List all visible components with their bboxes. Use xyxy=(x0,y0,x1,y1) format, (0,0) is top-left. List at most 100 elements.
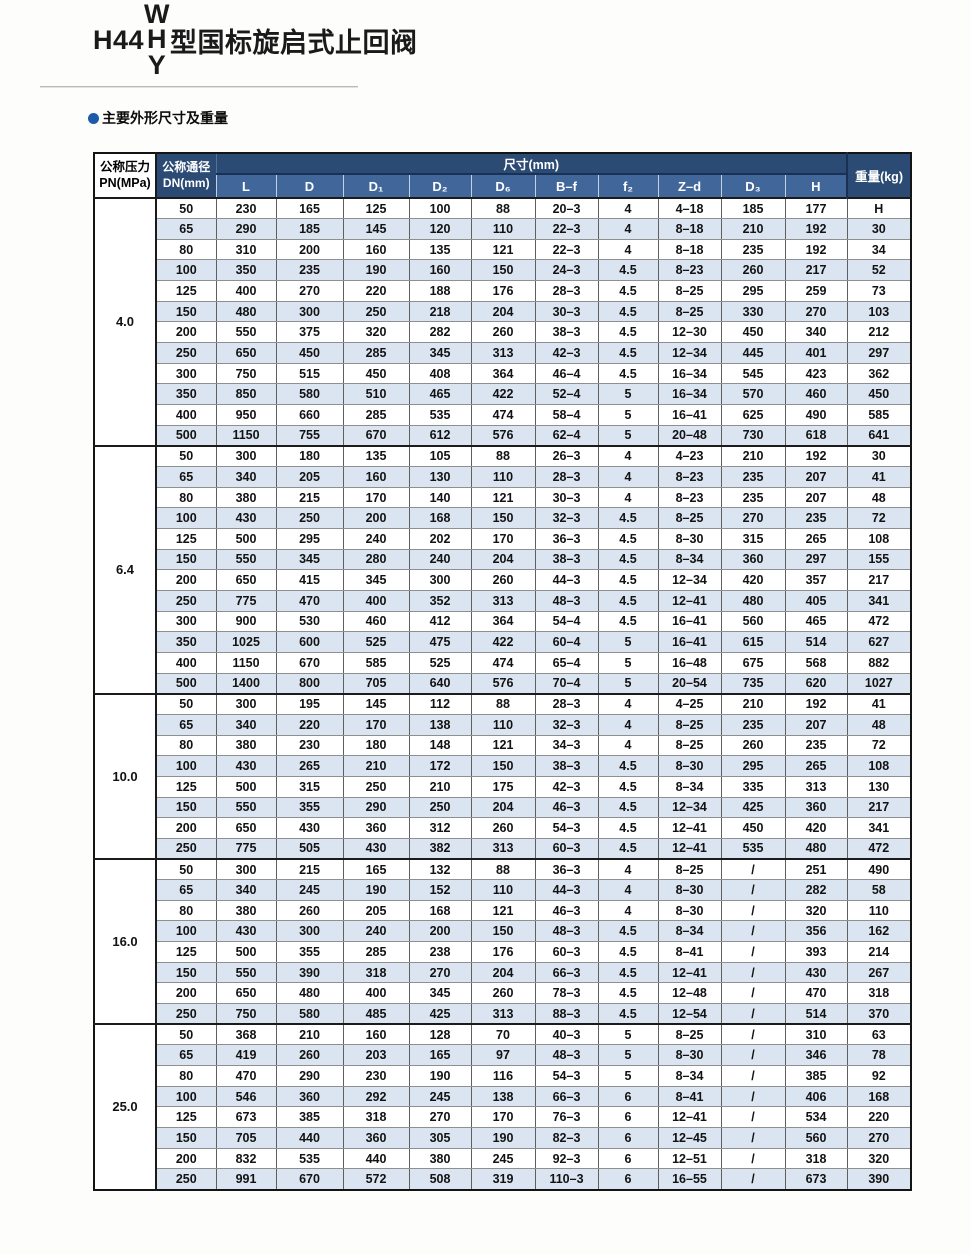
dim-cell: 350 xyxy=(215,259,277,282)
dim-cell: 4.5 xyxy=(597,796,659,819)
dim-cell: 4.5 xyxy=(597,528,659,550)
dim-cell: 800 xyxy=(275,672,344,695)
weight-cell: 217 xyxy=(846,569,912,591)
table-row: 500 1150 755 670 612 576 62–4 5 20–48 730 618 641 xyxy=(94,424,912,447)
dim-cell: 215 xyxy=(275,486,344,509)
dim-cell: 425 xyxy=(408,1003,472,1025)
title-prefix: H44 xyxy=(93,24,145,55)
table-row: 80 380 260 205 168 121 46–3 4 8–30/320 110 xyxy=(94,899,912,922)
dim-cell: 220 xyxy=(342,280,410,302)
title-divider xyxy=(40,86,358,88)
table-row: 200 832 535 440 380 245 92–3 6 12–51/318 320 xyxy=(94,1147,912,1170)
dim-cell: 88–3 xyxy=(534,1003,599,1025)
dim-cell: 230 xyxy=(342,1065,410,1087)
dim-cell: 450 xyxy=(720,817,786,839)
dim-cell: 165 xyxy=(342,858,410,881)
dim-cell: 8–25 xyxy=(657,734,722,757)
dim-cell: 204 xyxy=(470,548,536,571)
table-row: 65 340 205 160 130 110 28–3 4 8–23 235 207 41 xyxy=(94,466,912,488)
dim-cell: 340 xyxy=(215,879,277,901)
dim-cell: 230 xyxy=(215,197,277,220)
dim-cell: 4.5 xyxy=(597,817,659,839)
dim-cell: 16–41 xyxy=(657,631,722,653)
dim-cell: 535 xyxy=(275,1147,344,1170)
dim-cell: 318 xyxy=(342,1106,410,1129)
dim-cell: 6 xyxy=(597,1127,659,1149)
dim-cell: 170 xyxy=(470,1106,536,1129)
weight-cell: 450 xyxy=(846,383,912,406)
dim-cell: 192 xyxy=(784,238,848,261)
dim-cell: 30–3 xyxy=(534,300,599,323)
dim-cell: 110 xyxy=(470,713,536,736)
dn-cell: 200 xyxy=(155,321,217,344)
pressure-group-label: 10.0 xyxy=(94,692,157,860)
dim-cell: 300 xyxy=(215,444,277,468)
dim-cell: 121 xyxy=(470,486,536,509)
table-row: 400 950 660 285 535 474 58–4 5 16–41 625 490 585 xyxy=(94,404,912,426)
dn-cell: 50 xyxy=(155,858,217,881)
dim-cell: 580 xyxy=(275,383,344,406)
pressure-group-label: 16.0 xyxy=(94,857,157,1025)
dim-cell: 34–3 xyxy=(534,734,599,757)
dim-cell: 8–25 xyxy=(657,1023,722,1046)
dim-cell: 165 xyxy=(275,197,344,220)
dim-cell: 110 xyxy=(470,466,536,488)
dim-cell: 5 xyxy=(597,1023,659,1046)
dim-cell: 5 xyxy=(597,672,659,695)
weight-cell: 212 xyxy=(846,321,912,344)
table-row: 200 550 375 320 282 260 38–3 4.5 12–30 450 340 212 xyxy=(94,321,912,344)
dim-cell: 360 xyxy=(342,817,410,839)
dim-cell: 145 xyxy=(342,218,410,240)
weight-cell: 370 xyxy=(846,1003,912,1025)
dim-cell: 300 xyxy=(215,858,277,881)
table-row: 250 775 470 400 352 313 48–3 4.5 12–41 480 405 341 xyxy=(94,589,912,612)
dim-cell: / xyxy=(720,1023,786,1046)
dim-cell: 62–4 xyxy=(534,424,599,447)
dim-cell: 430 xyxy=(215,920,277,943)
weight-cell: 72 xyxy=(846,734,912,757)
dim-cell: 380 xyxy=(408,1147,472,1170)
dim-cell: 480 xyxy=(784,837,848,860)
dim-cell: 16–41 xyxy=(657,404,722,426)
weight-cell: 78 xyxy=(846,1044,912,1067)
dim-cell: 36–3 xyxy=(534,858,599,881)
dim-cell: 110 xyxy=(470,879,536,901)
dim-cell: 360 xyxy=(720,548,786,571)
dim-cell: 30–3 xyxy=(534,486,599,509)
header-row-top: 公称压力 PN(MPa) 公称通径 DN(mm) 尺寸(mm) 重量(kg) xyxy=(94,153,912,199)
dim-cell: 375 xyxy=(275,321,344,344)
dim-cell: 20–3 xyxy=(534,197,599,220)
dim-cell: 46–3 xyxy=(534,899,599,922)
weight-cell: H xyxy=(846,197,912,220)
dim-cell: 260 xyxy=(275,1044,344,1067)
dim-cell: 8–23 xyxy=(657,486,722,509)
dim-cell: 12–45 xyxy=(657,1127,722,1149)
dim-cell: 250 xyxy=(342,775,410,798)
dim-cell: 382 xyxy=(408,837,472,860)
dim-cell: 300 xyxy=(215,692,277,715)
table-row: 100 430 300 240 200 150 48–3 4.5 8–34/356 162 xyxy=(94,920,912,943)
table-row: 150 705 440 360 305 190 82–3 6 12–45/560 270 xyxy=(94,1127,912,1149)
dim-cell: 5 xyxy=(597,651,659,674)
dim-cell: 88 xyxy=(470,197,536,220)
dim-cell: 218 xyxy=(408,300,472,323)
dn-cell: 65 xyxy=(155,713,217,736)
dim-cell: 235 xyxy=(720,713,786,736)
dim-cell: 192 xyxy=(784,218,848,240)
dim-cell: 192 xyxy=(784,692,848,715)
dn-cell: 50 xyxy=(155,444,217,468)
dim-cell: 1025 xyxy=(215,631,277,653)
dim-cell: 8–34 xyxy=(657,920,722,943)
dim-cell: 58–4 xyxy=(534,404,599,426)
dim-cell: 82–3 xyxy=(534,1127,599,1149)
dim-cell: 650 xyxy=(215,569,277,591)
table-row: 80 470 290 230 190 116 54–3 5 8–34/385 92 xyxy=(94,1065,912,1087)
dim-cell: 36–3 xyxy=(534,528,599,550)
weight-cell: 63 xyxy=(846,1023,912,1046)
weight-cell: 48 xyxy=(846,486,912,509)
dim-cell: 670 xyxy=(275,651,344,674)
dim-cell: 4 xyxy=(597,692,659,715)
dim-cell: 4.5 xyxy=(597,321,659,344)
dim-cell: 12–34 xyxy=(657,569,722,591)
